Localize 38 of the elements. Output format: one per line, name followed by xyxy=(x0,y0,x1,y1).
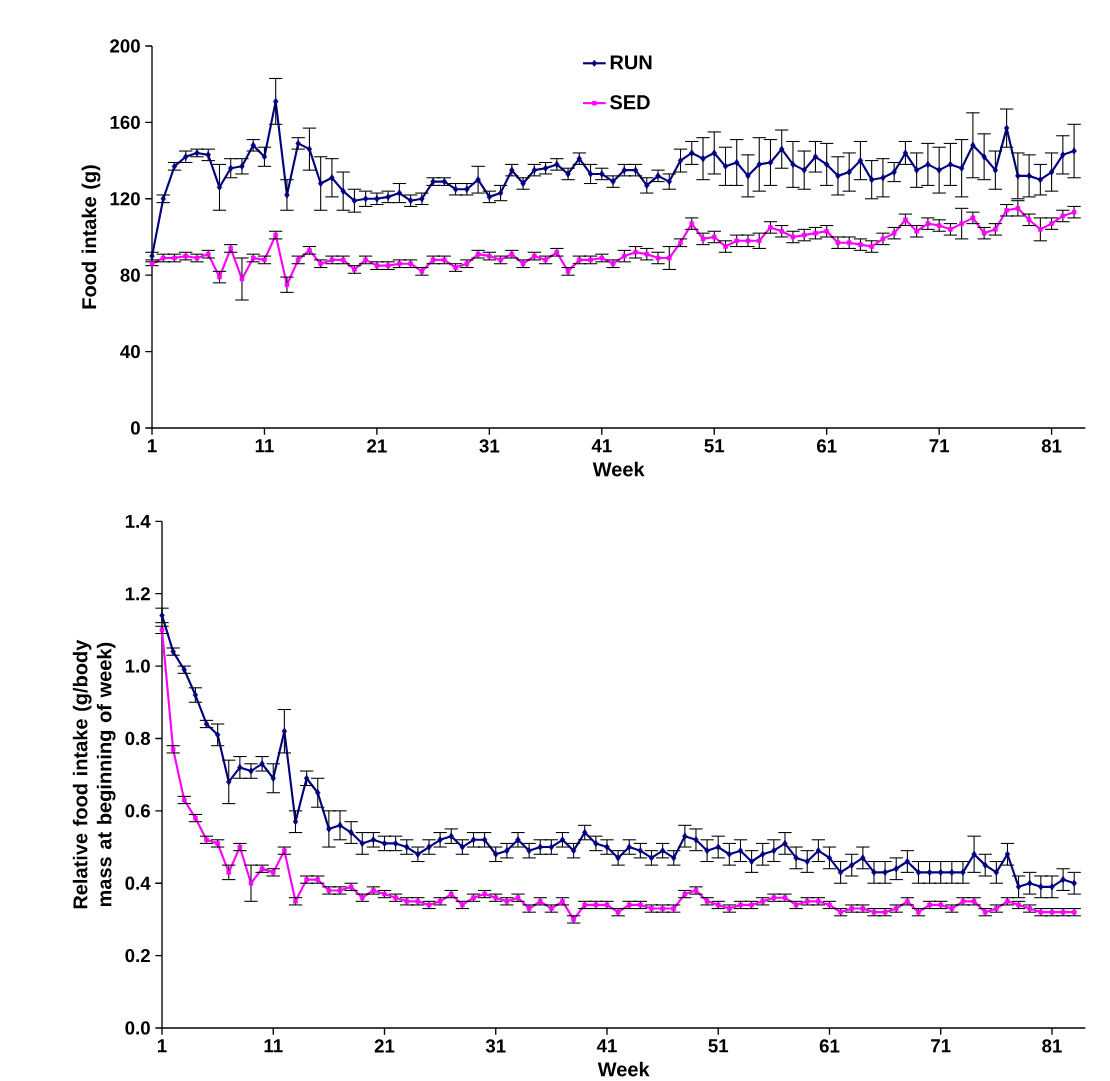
y-tick-label: 120 xyxy=(110,192,140,206)
x-tick-label: 21 xyxy=(374,1039,395,1053)
x-tick-label: 61 xyxy=(817,439,837,453)
y-tick-label: 1.2 xyxy=(125,587,150,601)
x-tick-label: 81 xyxy=(1042,1039,1062,1053)
y-tick-label: 1.4 xyxy=(125,514,151,528)
y-tick-label: 0 xyxy=(130,421,140,435)
y-tick-label: 0.6 xyxy=(125,804,150,818)
y-tick-label: 0.0 xyxy=(125,1021,150,1035)
x-tick-label: 31 xyxy=(479,439,500,453)
y-tick-label: 200 xyxy=(110,39,140,53)
x-tick-label: 11 xyxy=(255,439,274,453)
x-tick-label: 71 xyxy=(929,439,950,453)
y-tick-label: 40 xyxy=(120,345,140,359)
legend-label: RUN xyxy=(610,55,652,70)
y-axis-title: Relative food intake (g/body mass at beginning of week) xyxy=(72,639,116,909)
x-axis-title: Week xyxy=(592,461,645,477)
y-tick-label: 0.2 xyxy=(125,949,150,963)
x-tick-label: 41 xyxy=(596,1039,617,1053)
y-tick-label: 80 xyxy=(120,268,140,282)
x-tick-label: 21 xyxy=(367,439,387,453)
y-axis-title: Food intake (g) xyxy=(81,165,101,309)
y-tick-label: 0.8 xyxy=(125,731,151,746)
y-tick-label: 0.4 xyxy=(125,876,151,890)
x-tick-label: 31 xyxy=(485,1039,506,1053)
x-tick-label: 1 xyxy=(147,439,157,453)
x-tick-label: 81 xyxy=(1041,439,1062,453)
y-tick-label: 1.0 xyxy=(125,659,150,673)
x-tick-label: 41 xyxy=(591,439,612,453)
x-tick-label: 71 xyxy=(931,1039,951,1053)
x-tick-label: 51 xyxy=(704,439,725,453)
legend-label: SED xyxy=(610,95,650,110)
x-axis-title: Week xyxy=(597,1061,650,1077)
x-tick-label: 11 xyxy=(264,1039,283,1053)
x-tick-label: 61 xyxy=(819,1039,840,1053)
y-tick-label: 160 xyxy=(110,115,140,130)
x-tick-label: 1 xyxy=(157,1039,167,1053)
x-tick-label: 51 xyxy=(708,1039,729,1053)
